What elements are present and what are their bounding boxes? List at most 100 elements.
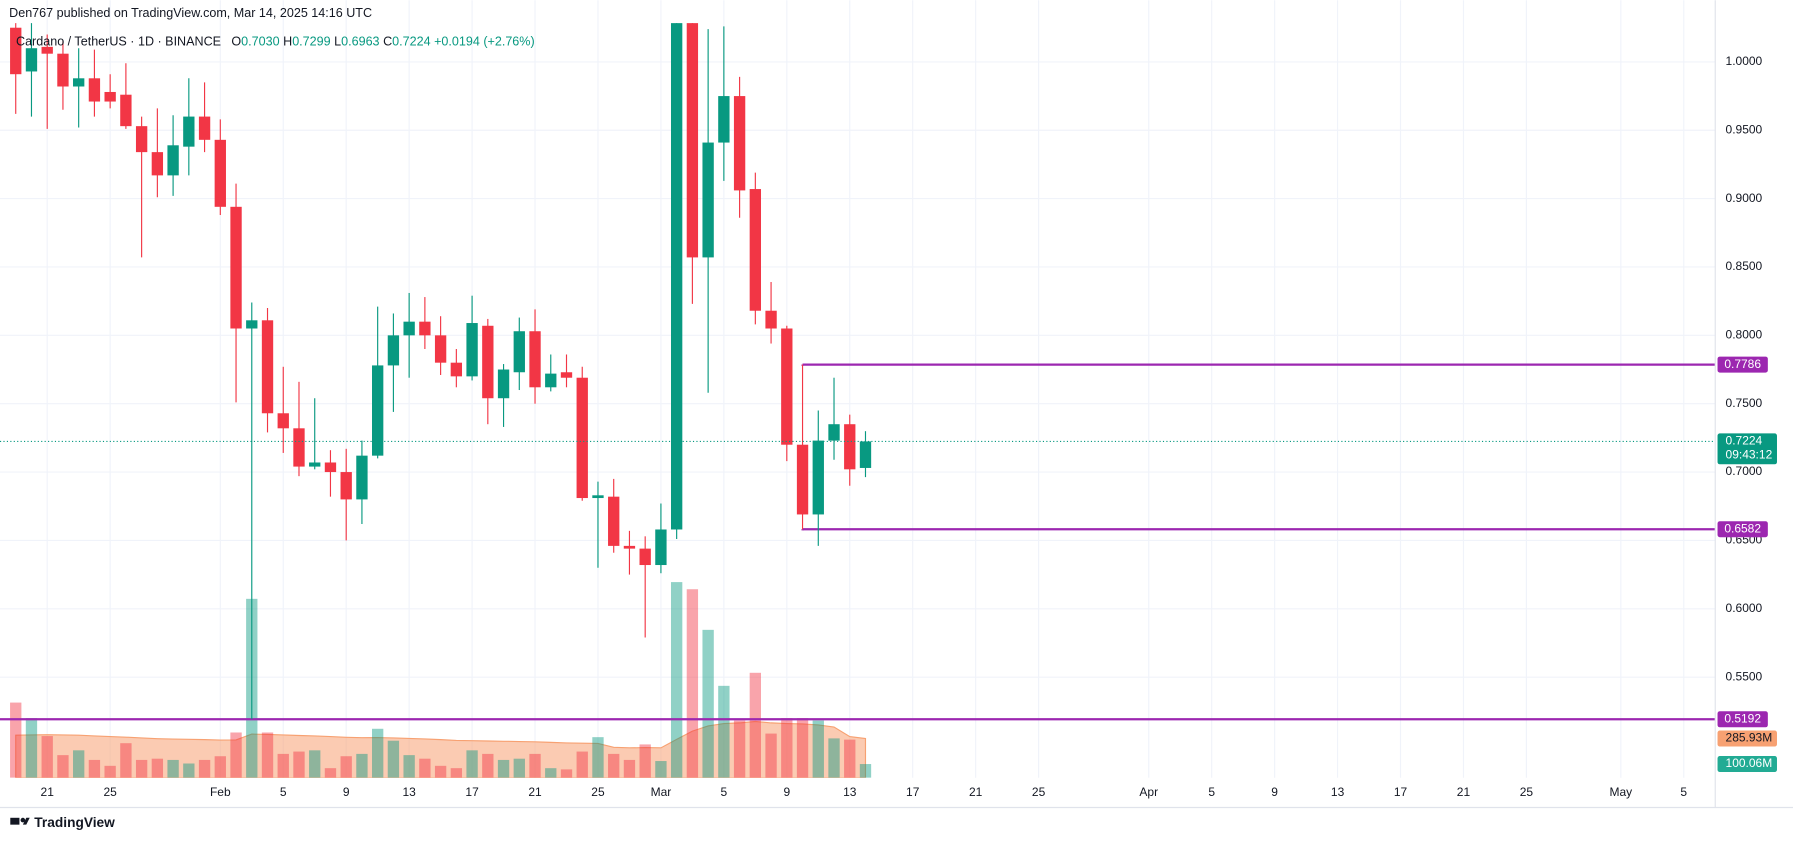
volume-bar <box>372 728 384 778</box>
candle-body <box>372 365 384 456</box>
x-tick-label: 25 <box>1032 785 1046 799</box>
level-label-box <box>1717 711 1768 728</box>
volume-bar <box>781 718 793 778</box>
volume-bar <box>403 755 415 778</box>
candle-body <box>277 413 289 429</box>
candle-body <box>120 94 132 127</box>
x-tick-label: 25 <box>591 785 605 799</box>
candle-body <box>859 441 872 468</box>
candle-body <box>387 335 400 366</box>
y-tick-label: 1.0000 <box>1726 54 1763 68</box>
y-tick-label: 0.9500 <box>1726 122 1763 136</box>
candle-body <box>41 46 53 54</box>
candle-body <box>812 440 824 515</box>
volume-bar <box>592 737 604 778</box>
candle-body <box>356 455 368 500</box>
candle-body <box>261 320 274 414</box>
last-price-box <box>1717 433 1777 465</box>
y-tick-label: 0.8500 <box>1726 259 1763 273</box>
volume-bar <box>733 720 746 778</box>
volume-bar <box>324 768 337 778</box>
volume-bar <box>718 685 730 778</box>
y-tick-label: 0.9000 <box>1726 191 1763 205</box>
volume-bar <box>293 751 305 778</box>
candle-body <box>10 27 22 75</box>
x-tick-label: 21 <box>528 785 542 799</box>
x-tick-label: Apr <box>1139 785 1158 799</box>
x-tick-label: 9 <box>783 785 790 799</box>
candle-body <box>639 548 651 566</box>
ohlc-value: 0.7299 <box>292 35 330 49</box>
level-label-box <box>1717 356 1768 373</box>
ohlc-key: H <box>283 35 292 49</box>
x-tick-label: May <box>1609 785 1632 799</box>
axes: 0.55000.60000.65000.70000.75000.80000.85… <box>41 54 1777 799</box>
candle-body <box>702 142 714 258</box>
volume-bar <box>828 738 840 778</box>
candle-body <box>340 472 352 500</box>
volume-bar <box>497 759 510 778</box>
x-tick-label: Mar <box>651 785 672 799</box>
level-label: 0.6582 <box>1724 521 1761 535</box>
candle-body <box>529 331 541 388</box>
candle-body <box>309 462 321 467</box>
x-tick-label: 17 <box>1394 785 1408 799</box>
legend: Cardano / TetherUS · 1D · BINANCE O0.703… <box>16 35 535 49</box>
x-tick-label: 25 <box>103 785 117 799</box>
candle-body <box>576 377 588 499</box>
volume-bar <box>104 765 116 778</box>
candle-body <box>733 96 746 191</box>
change: +0.0194 (+2.76%) <box>434 35 535 49</box>
ohlc-value: 0.7030 <box>241 35 279 49</box>
volume-bar <box>57 755 69 778</box>
volume-bar <box>513 758 525 778</box>
volume-bar <box>450 768 463 778</box>
candle-body <box>403 321 415 336</box>
volume-bar <box>749 672 762 778</box>
candle-body <box>749 189 762 311</box>
candle-body <box>497 369 510 399</box>
volume-bar <box>434 765 447 778</box>
y-tick-label: 0.7500 <box>1726 396 1763 410</box>
candle-body <box>686 23 699 258</box>
candle-body <box>828 424 840 441</box>
volume-bar <box>167 759 179 778</box>
volume-bar <box>623 759 636 778</box>
candle-body <box>88 78 101 102</box>
volume-bar <box>214 756 226 778</box>
candle-body <box>765 310 777 329</box>
candle-body <box>419 321 431 336</box>
candle-body <box>151 152 164 176</box>
candle-body <box>293 428 305 467</box>
candle-body <box>670 23 683 530</box>
x-tick-label: 5 <box>1208 785 1215 799</box>
volume-bar <box>670 582 683 778</box>
candle-body <box>844 424 856 470</box>
candle-body <box>198 116 211 140</box>
volume-bar <box>545 768 557 778</box>
ohlc-key: L <box>334 35 341 49</box>
x-tick-label: 13 <box>843 785 857 799</box>
candle-body <box>482 325 494 399</box>
volume-bar <box>309 750 321 778</box>
volume-bar <box>88 759 101 778</box>
attribution: Den767 published on TradingView.com, Mar… <box>9 6 372 20</box>
x-tick-label: 21 <box>41 785 55 799</box>
volume-bar <box>608 753 620 778</box>
candle-body <box>25 48 38 72</box>
volume-bar <box>120 743 132 778</box>
x-tick-label: 21 <box>1457 785 1471 799</box>
x-tick-label: 17 <box>465 785 479 799</box>
candle-body <box>57 53 69 87</box>
volume-bar <box>198 759 211 778</box>
volume-label-box <box>1717 756 1777 773</box>
volume-bar <box>277 753 289 778</box>
candle-body <box>135 126 148 153</box>
volume-bar <box>796 718 809 778</box>
candle-body <box>513 331 525 373</box>
volume-bar <box>41 736 53 778</box>
candle-body <box>608 496 620 546</box>
x-tick-label: 9 <box>343 785 350 799</box>
volume-ma-area <box>15 720 867 778</box>
